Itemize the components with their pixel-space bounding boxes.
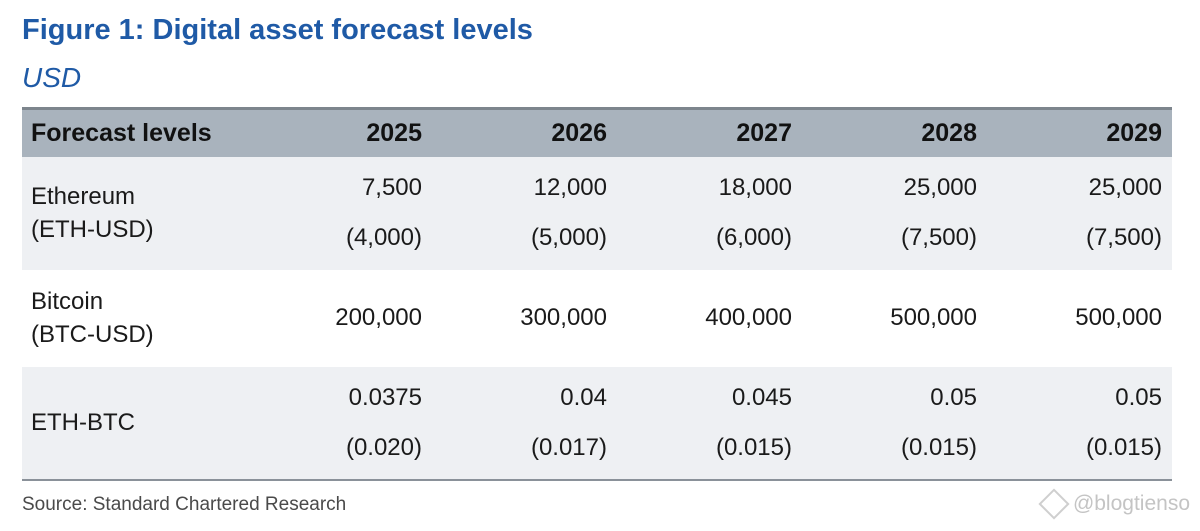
row-label-ethereum: Ethereum (ETH-USD) (22, 157, 247, 270)
header-year-2026: 2026 (551, 118, 607, 147)
eth-cell-2025: 7,500 (4,000) (247, 157, 432, 270)
header-forecast-levels: Forecast levels (31, 118, 212, 147)
table-header-row: Forecast levels 2025 2026 2027 2028 2029 (22, 108, 1172, 157)
row-label-line1: Ethereum (31, 183, 136, 210)
ethbtc-value-2025: 0.0375 (348, 383, 422, 411)
eth-value-2025: 7,500 (361, 174, 422, 201)
ethbtc-range-2027: (0.015) (715, 433, 792, 461)
ethbtc-value-2026: 0.04 (560, 383, 607, 411)
figure-subtitle: USD (22, 62, 82, 93)
row-label-bitcoin: Bitcoin (BTC-USD) (22, 270, 247, 367)
btc-value-2029: 500,000 (1075, 304, 1162, 331)
eth-value-2027: 18,000 (718, 174, 792, 201)
eth-range-2027: (6,000) (715, 224, 792, 251)
ethbtc-value-2029: 0.05 (1115, 383, 1162, 411)
forecast-table-wrap: Forecast levels 2025 2026 2027 2028 2029… (22, 107, 1172, 481)
watermark-text: @blogtienso (1072, 492, 1190, 515)
eth-value-2029: 25,000 (1088, 174, 1162, 201)
ethbtc-range-2025: (0.020) (345, 433, 422, 461)
eth-cell-2029: 25,000 (7,500) (987, 157, 1172, 270)
ethbtc-range-2026: (0.017) (530, 433, 607, 461)
eth-range-2026: (5,000) (530, 224, 607, 251)
row-label-line2: (BTC-USD) (31, 321, 154, 348)
eth-value-2026: 12,000 (533, 174, 607, 201)
header-year-2028: 2028 (921, 118, 977, 147)
table-row-eth-btc: ETH-BTC 0.0375 (0.020) 0.04 (0.017) 0.04… (22, 366, 1172, 480)
header-year-2027: 2027 (736, 118, 792, 147)
ethbtc-range-2029: (0.015) (1085, 433, 1162, 461)
eth-range-2028: (7,500) (900, 224, 977, 251)
row-label-line2: (ETH-USD) (31, 216, 154, 243)
ethbtc-cell-2027: 0.045 (0.015) (617, 367, 802, 480)
eth-cell-2028: 25,000 (7,500) (802, 157, 987, 270)
ethbtc-cell-2026: 0.04 (0.017) (432, 367, 617, 480)
btc-value-2027: 400,000 (705, 304, 792, 331)
watermark-logo-icon (1038, 488, 1070, 520)
table-row-ethereum: Ethereum (ETH-USD) 7,500 (4,000) 12,000 … (22, 156, 1172, 270)
btc-value-2025: 200,000 (335, 304, 422, 331)
figure-title: Figure 1: Digital asset forecast levels (22, 14, 533, 46)
header-year-2029: 2029 (1106, 118, 1162, 147)
ethbtc-cell-2029: 0.05 (0.015) (987, 367, 1172, 480)
row-label-line1: Bitcoin (31, 288, 104, 315)
eth-value-2028: 25,000 (903, 174, 977, 201)
ethbtc-range-2028: (0.015) (900, 433, 977, 461)
btc-value-2028: 500,000 (890, 304, 977, 331)
eth-range-2025: (4,000) (345, 224, 422, 251)
table-row-bitcoin: Bitcoin (BTC-USD) 200,000 300,000 400,00… (22, 269, 1172, 367)
eth-range-2029: (7,500) (1085, 224, 1162, 251)
row-label-eth-btc: ETH-BTC (31, 409, 135, 436)
ethbtc-value-2028: 0.05 (930, 383, 977, 411)
ethbtc-cell-2028: 0.05 (0.015) (802, 367, 987, 480)
ethbtc-cell-2025: 0.0375 (0.020) (247, 367, 432, 480)
forecast-table: Forecast levels 2025 2026 2027 2028 2029… (22, 107, 1172, 481)
eth-cell-2027: 18,000 (6,000) (617, 157, 802, 270)
eth-cell-2026: 12,000 (5,000) (432, 157, 617, 270)
watermark: @blogtienso (1038, 488, 1190, 520)
header-year-2025: 2025 (366, 118, 422, 147)
source-note: Source: Standard Chartered Research (22, 494, 347, 515)
btc-value-2026: 300,000 (520, 304, 607, 331)
ethbtc-value-2027: 0.045 (731, 383, 792, 411)
